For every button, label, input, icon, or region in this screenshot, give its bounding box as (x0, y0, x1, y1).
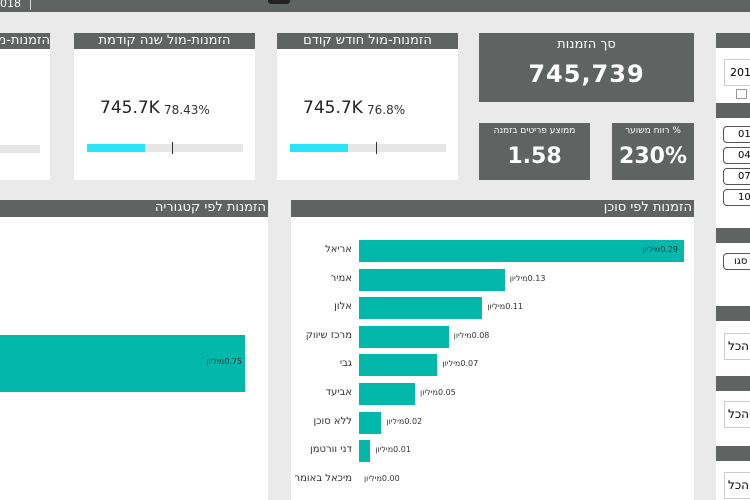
bar (359, 440, 371, 463)
bar (359, 297, 483, 320)
progress-target (172, 142, 173, 154)
kpi-tile: סך הזמנות 745,739 (479, 33, 694, 102)
separator (30, 0, 31, 10)
progress-fill (87, 144, 145, 152)
card: הזמנות-מ (0, 33, 50, 180)
category-label: אביעד (325, 387, 352, 398)
kpi-title: % רווח משוער (625, 126, 681, 136)
value-label: 0.05מיליון (420, 388, 456, 397)
kpi-tile: % רווח משוער 230% (612, 123, 694, 180)
close-button[interactable]: סגו (723, 253, 750, 270)
progress-fill (290, 144, 348, 152)
value-label: 0.13מיליון (509, 273, 546, 283)
category-label: דני וורטמן (310, 444, 352, 456)
card-value: 745.7K (100, 98, 160, 118)
card-title: הזמנות-מול חודש קודם (277, 33, 458, 49)
card-title: הזמנות-מול שנה קודמת (74, 33, 255, 49)
category-label: אלון (334, 301, 352, 313)
bar (0, 334, 245, 392)
chart-title: הזמנות לפי קטגוריה (0, 200, 268, 217)
kpi-value: 1.58 (507, 144, 562, 169)
value-label: 0.08מיליון (453, 330, 490, 340)
all-dropdown[interactable]: הכל (724, 333, 750, 360)
value-label: 0.02מיליון (386, 416, 423, 426)
all-dropdown[interactable]: הכל (724, 472, 750, 499)
category-label: אמיר (330, 272, 352, 284)
category-label: ללא סוכן (313, 415, 352, 427)
slicer-header (716, 103, 750, 118)
category-label: גבי (339, 358, 352, 370)
month-button[interactable]: 07 (723, 168, 750, 185)
value-label: 0.01מיליון (375, 445, 411, 455)
progress-track (87, 142, 243, 154)
kpi-tile: ממוצע פריטים בזמנה 1.58 (479, 123, 590, 180)
bar (359, 411, 382, 434)
icon (736, 89, 747, 99)
progress-track (0, 145, 40, 153)
value-label: 0.29מיליון (642, 245, 678, 254)
bar (359, 240, 684, 262)
icon (268, 0, 290, 4)
progress-track (290, 142, 446, 154)
slicer-header (716, 306, 750, 321)
month-button[interactable]: 10 (723, 189, 750, 206)
bar (359, 268, 505, 291)
month-button[interactable]: 01 (723, 126, 750, 143)
card-title: הזמנות-מ (0, 33, 50, 49)
card: הזמנות-מול חודש קודם 745.7K 76.8% (277, 33, 458, 180)
kpi-title: ממוצע פריטים בזמנה (493, 126, 576, 136)
chart-panel: הזמנות לפי קטגוריה 0.75מיליון (0, 200, 268, 500)
year-dropdown[interactable]: 2018 (724, 59, 750, 86)
bar (359, 383, 416, 405)
slicer-panel: 2018 01 04 07 10 סגו הכל הכל הכל (716, 33, 750, 500)
slicer-header (716, 228, 750, 243)
card-percent: 78.43% (164, 103, 210, 117)
kpi-value: 230% (619, 144, 687, 169)
bar (359, 354, 438, 377)
kpi-title: סך הזמנות (557, 37, 616, 52)
month-button[interactable]: 04 (723, 147, 750, 164)
card-value: 745.7K (303, 98, 363, 118)
category-label: מיכאל באומר (294, 472, 353, 484)
value-label: 0.75מיליון (206, 357, 242, 366)
bar (359, 325, 449, 348)
category-label: אריאל (325, 244, 352, 255)
kpi-value: 745,739 (528, 60, 645, 88)
year-text: 2018 (0, 0, 21, 10)
chart-title: הזמנות לפי סוכן (291, 200, 694, 217)
card: הזמנות-מול שנה קודמת 745.7K 78.43% (74, 33, 255, 180)
all-dropdown[interactable]: הכל (724, 401, 750, 428)
top-bar: 2018 (0, 0, 750, 12)
value-label: 0.00מיליון (364, 473, 400, 483)
progress-target (376, 142, 377, 154)
slicer-header (716, 33, 750, 48)
slicer-header (716, 446, 750, 461)
value-label: 0.11מיליון (487, 302, 523, 312)
category-label: מרכז שיווק (305, 329, 352, 341)
chart-panel: הזמנות לפי סוכן אריאל 0.29מיליון אמיר 0.13מ… (291, 200, 694, 500)
slicer-header (716, 376, 750, 391)
card-percent: 76.8% (367, 103, 406, 117)
value-label: 0.07מיליון (442, 359, 479, 369)
